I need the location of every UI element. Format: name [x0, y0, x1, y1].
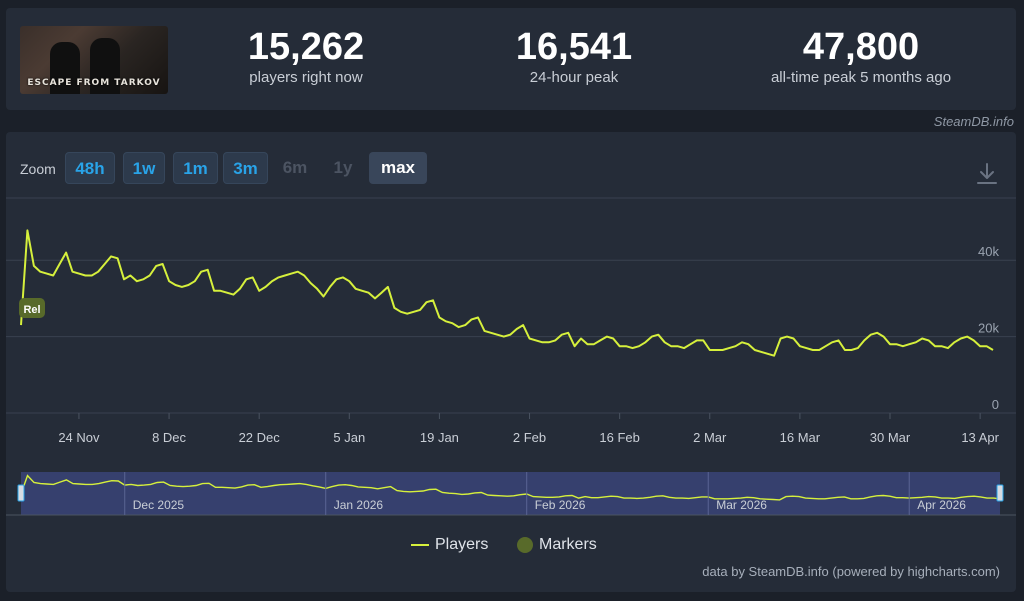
legend-item-markers[interactable]: Markers	[517, 536, 597, 554]
x-tick-label: 2 Mar	[693, 430, 727, 445]
navigator-handle-left[interactable]	[17, 484, 25, 502]
x-tick-label: 19 Jan	[420, 430, 459, 445]
download-icon[interactable]	[976, 162, 998, 186]
navigator-handle-right[interactable]	[996, 484, 1004, 502]
zoom-3m-button[interactable]: 3m	[223, 152, 268, 184]
zoom-max-button[interactable]: max	[369, 152, 427, 184]
stat-all-time-peak-value: 47,800	[802, 26, 920, 68]
chart-panel: Zoom 48h 1w 1m 3m 6m 1y max 0 20k 40k 24 No…	[6, 132, 1016, 592]
zoom-1m-button[interactable]: 1m	[173, 152, 218, 184]
thumbnail-logo-text: ESCAPE FROM TARKOV	[27, 78, 161, 88]
thumbnail-figure	[90, 38, 120, 94]
legend-item-players[interactable]: Players	[411, 536, 488, 554]
navigator-month-label: Dec 2025	[133, 498, 185, 512]
navigator-month-label: Mar 2026	[716, 498, 767, 512]
stat-current: 15,262 players right now	[216, 26, 396, 88]
navigator-month-label: Jan 2026	[334, 498, 384, 512]
zoom-label: Zoom	[20, 161, 56, 177]
stat-peak-24h-value: 16,541	[515, 26, 633, 68]
stats-bar: ESCAPE FROM TARKOV 15,262 players right …	[6, 8, 1016, 110]
markers-dot-icon	[517, 536, 533, 553]
navigator-selection[interactable]	[21, 472, 1000, 515]
navigator-month-label: Feb 2026	[535, 498, 586, 512]
stat-all-time-peak: 47,800 all-time peak 5 months ago	[746, 26, 976, 88]
players-series-line[interactable]	[20, 229, 994, 357]
game-thumbnail[interactable]: ESCAPE FROM TARKOV	[20, 26, 168, 94]
zoom-1w-button[interactable]: 1w	[123, 152, 165, 184]
players-line-icon	[411, 543, 429, 546]
legend-markers-label: Markers	[539, 536, 597, 553]
stat-peak-24h-label: 24-hour peak	[529, 69, 619, 86]
stat-all-time-peak-label: all-time peak 5 months ago	[770, 69, 952, 86]
stat-current-label: players right now	[249, 69, 363, 86]
stat-current-value: 15,262	[247, 26, 365, 68]
zoom-6m-button: 6m	[282, 158, 308, 177]
x-tick-label: 2 Feb	[513, 430, 546, 445]
release-marker[interactable]: Rel	[19, 298, 45, 318]
x-tick-label: 13 Apr	[961, 430, 999, 445]
stat-peak-24h: 16,541 24-hour peak	[484, 26, 664, 88]
y-tick-label: 40k	[978, 244, 999, 259]
navigator-month-label: Apr 2026	[917, 498, 966, 512]
steamdb-credit[interactable]: SteamDB.info	[933, 114, 1014, 129]
navigator-series-line	[20, 474, 1001, 501]
zoom-48h-button[interactable]: 48h	[65, 152, 115, 184]
x-tick-label: 24 Nov	[58, 430, 100, 445]
y-tick-label: 0	[992, 397, 999, 412]
release-marker-box	[19, 298, 45, 318]
players-chart: 0 20k 40k 24 Nov 8 Dec 22 Dec 5 Jan 19 Jan 2 Feb…	[6, 197, 1016, 516]
thumbnail-figure	[50, 42, 80, 94]
chart-credits[interactable]: data by SteamDB.info (powered by highcha…	[702, 564, 1000, 579]
release-marker-label: Rel	[23, 304, 40, 316]
y-tick-label: 20k	[978, 321, 999, 336]
x-tick-label: 16 Feb	[599, 430, 639, 445]
x-tick-label: 30 Mar	[870, 430, 911, 445]
x-tick-label: 5 Jan	[333, 430, 365, 445]
x-tick-label: 8 Dec	[152, 430, 186, 445]
x-tick-label: 22 Dec	[239, 430, 281, 445]
zoom-1y-button: 1y	[333, 158, 353, 177]
legend-players-label: Players	[435, 536, 489, 553]
x-tick-label: 16 Mar	[780, 430, 821, 445]
